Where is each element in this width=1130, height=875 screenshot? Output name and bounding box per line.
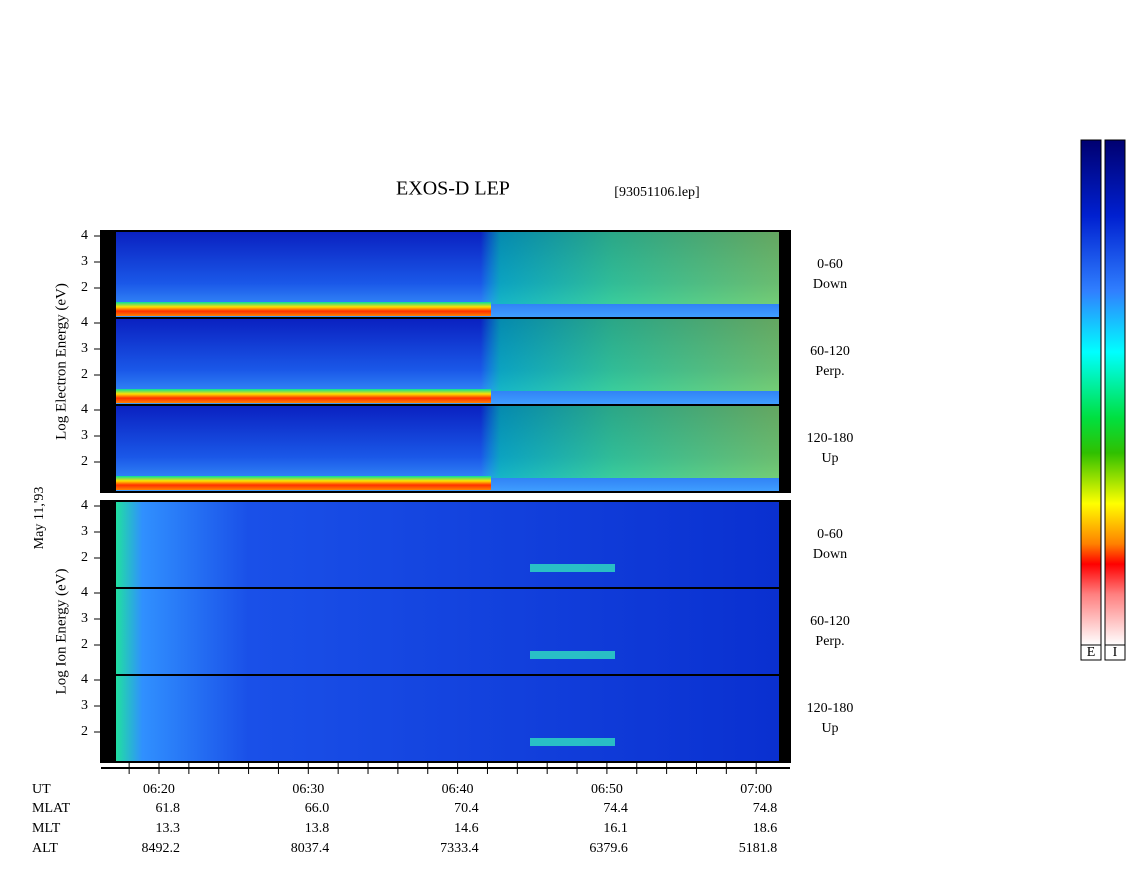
spectrogram-panel	[116, 675, 779, 762]
y-tick-label: 3	[81, 341, 88, 356]
ephemeris-label: MLAT	[32, 801, 71, 816]
time-tick-label: 06:30	[292, 782, 324, 797]
pitch-angle: 60-120	[810, 614, 850, 629]
time-tick-label: 06:20	[143, 782, 175, 797]
y-tick-label: 2	[81, 280, 88, 295]
color-bar-label-box	[1104, 644, 1126, 661]
spectrogram-panel	[116, 501, 779, 588]
file-name: [93051106.lep]	[614, 185, 699, 200]
direction: Perp.	[815, 364, 844, 379]
ephemeris-value: 13.3	[156, 821, 181, 836]
ephemeris-value: 6379.6	[589, 841, 628, 856]
ephemeris-value: 14.6	[454, 821, 479, 836]
spectrogram-activity	[116, 318, 779, 391]
y-tick-label: 4	[81, 498, 88, 513]
color-bar-label: I	[1113, 645, 1118, 660]
direction: Down	[813, 277, 847, 292]
time-tick-label: 07:00	[740, 782, 772, 797]
y-tick-label: 3	[81, 611, 88, 626]
y-tick-label: 2	[81, 637, 88, 652]
y-tick-label: 4	[81, 402, 88, 417]
y-tick-label: 3	[81, 524, 88, 539]
y-tick-label: 4	[81, 315, 88, 330]
spectrogram-feature	[530, 564, 615, 572]
spectrogram-feature	[530, 738, 615, 746]
title: EXOS-D LEP	[396, 178, 510, 200]
color-bar	[1080, 139, 1102, 646]
content: EXOS-D LEP [93051106.lep] 4 3 2 0-60 Down 4 3 2 60…	[32, 139, 1126, 856]
ephemeris-value: 8492.2	[142, 841, 181, 856]
pitch-angle: 60-120	[810, 344, 850, 359]
y-tick-label: 4	[81, 585, 88, 600]
pitch-angle: 0-60	[817, 527, 843, 542]
ephemeris-value: 7333.4	[440, 841, 479, 856]
ephemeris-label: MLT	[32, 821, 61, 836]
y-axis-label: Log Ion Energy (eV)	[53, 569, 69, 695]
color-bar	[1104, 139, 1126, 646]
ephemeris-value: 8037.4	[291, 841, 330, 856]
y-tick-label: 3	[81, 428, 88, 443]
spectrogram-activity	[116, 405, 779, 478]
ut-label: UT	[32, 782, 51, 797]
spectrogram-panel	[116, 588, 779, 675]
left-bar	[101, 501, 116, 762]
y-tick-label: 2	[81, 724, 88, 739]
right-bar	[779, 231, 790, 492]
block-frame	[100, 500, 791, 763]
ephemeris-value: 5181.8	[739, 841, 778, 856]
direction: Down	[813, 547, 847, 562]
y-tick-label: 4	[81, 228, 88, 243]
ephemeris-value: 61.8	[156, 801, 181, 816]
ephemeris-value: 70.4	[454, 801, 479, 816]
pitch-angle: 0-60	[817, 257, 843, 272]
ephemeris-value: 18.6	[753, 821, 778, 836]
block-frame	[100, 230, 791, 493]
ephemeris-value: 74.4	[603, 801, 628, 816]
spectrogram-band	[116, 389, 491, 403]
color-bar-label-box	[1080, 644, 1102, 661]
ephemeris-value: 66.0	[305, 801, 330, 816]
y-tick-label: 2	[81, 367, 88, 382]
ephemeris-value: 13.8	[305, 821, 330, 836]
direction: Perp.	[815, 634, 844, 649]
y-axis-label: Log Electron Energy (eV)	[53, 283, 69, 440]
ephemeris-value: 74.8	[753, 801, 778, 816]
date: May 11,'93	[32, 487, 47, 550]
y-tick-label: 4	[81, 672, 88, 687]
direction: Up	[821, 451, 838, 466]
right-bar	[779, 501, 790, 762]
direction: Up	[821, 721, 838, 736]
color-bar-label: E	[1087, 645, 1096, 660]
spectrogram-band	[116, 302, 491, 316]
ephemeris-label: ALT	[32, 841, 58, 856]
spectrogram-feature	[530, 651, 615, 659]
y-tick-label: 3	[81, 254, 88, 269]
left-bar	[101, 231, 116, 492]
y-tick-label: 3	[81, 698, 88, 713]
spectrogram-band	[116, 476, 491, 490]
y-tick-label: 2	[81, 454, 88, 469]
pitch-angle: 120-180	[807, 431, 854, 446]
time-tick-label: 06:50	[591, 782, 623, 797]
pitch-angle: 120-180	[807, 701, 854, 716]
spectrogram-activity	[116, 231, 779, 304]
ephemeris-value: 16.1	[603, 821, 628, 836]
time-tick-label: 06:40	[442, 782, 474, 797]
y-tick-label: 2	[81, 550, 88, 565]
